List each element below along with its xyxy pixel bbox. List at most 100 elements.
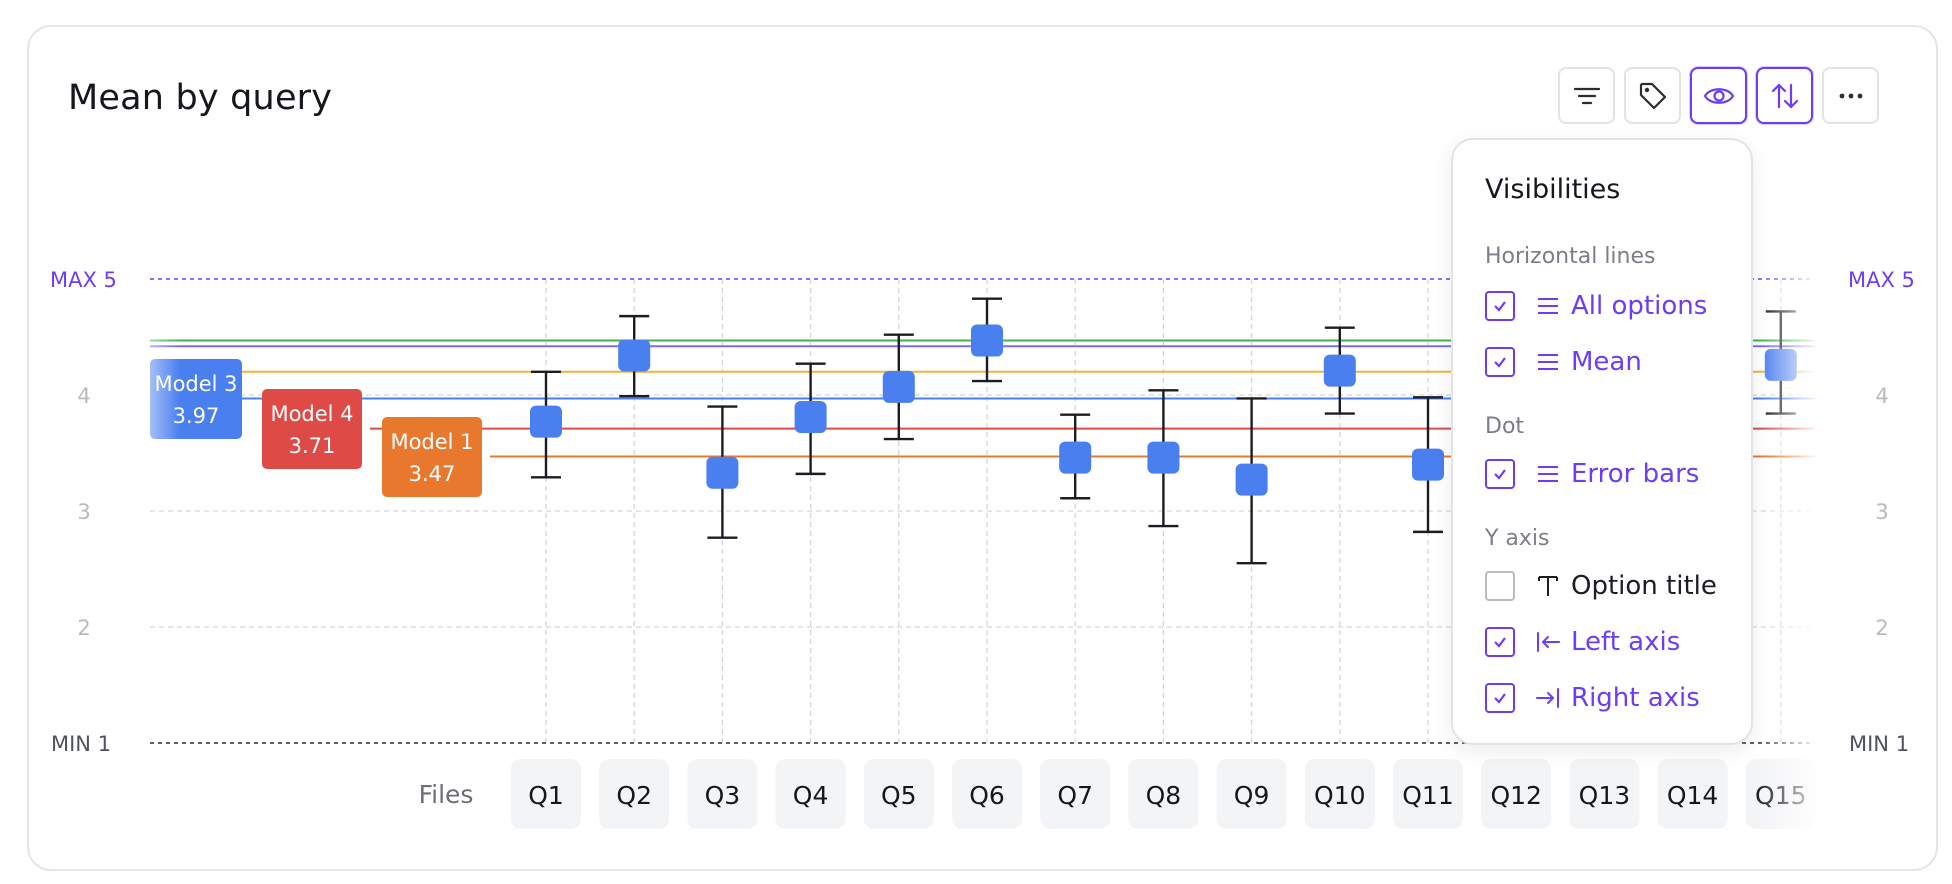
label-mean: Mean bbox=[1571, 347, 1642, 377]
category-label-Q4: Q4 bbox=[793, 781, 829, 810]
popup-title: Visibilities bbox=[1485, 174, 1621, 205]
checkbox-left-axis[interactable] bbox=[1485, 627, 1515, 657]
check-icon bbox=[1494, 637, 1506, 648]
category-pill-bg bbox=[1481, 759, 1552, 829]
category-pill-Q14: Q14 bbox=[1657, 759, 1728, 829]
label-value-model-1: 3.47 bbox=[409, 462, 456, 486]
checkbox-all-options[interactable] bbox=[1485, 291, 1515, 321]
right-axis-tick-2: 2 bbox=[1875, 616, 1888, 640]
category-label-Q9: Q9 bbox=[1234, 781, 1270, 810]
checkbox-right-axis[interactable] bbox=[1485, 683, 1515, 713]
pill-fade bbox=[1755, 755, 1825, 835]
filter-button[interactable] bbox=[1558, 67, 1615, 124]
eye-icon bbox=[1703, 87, 1734, 104]
x-axis-label: Files bbox=[419, 780, 474, 809]
visibility-button[interactable] bbox=[1690, 67, 1747, 124]
right-axis-min-label: MIN 1 bbox=[1849, 732, 1909, 756]
checkbox-mean[interactable] bbox=[1485, 347, 1515, 377]
category-pill-bg bbox=[775, 759, 846, 829]
check-icon bbox=[1494, 301, 1506, 312]
data-point-Q10 bbox=[1323, 354, 1356, 387]
category-pill-Q1: Q1 bbox=[511, 759, 581, 829]
category-pill-bg bbox=[1569, 759, 1640, 829]
category-pill-bg bbox=[511, 759, 581, 829]
lines-icon bbox=[1535, 349, 1561, 375]
category-label-Q12: Q12 bbox=[1490, 781, 1542, 810]
category-pill-Q6: Q6 bbox=[952, 759, 1022, 829]
lines-icon bbox=[1535, 293, 1561, 319]
check-icon bbox=[1494, 693, 1506, 704]
checkbox-error-bars[interactable] bbox=[1485, 459, 1515, 489]
text-icon bbox=[1535, 573, 1561, 599]
category-pill-bg bbox=[687, 759, 758, 829]
chart-toolbar bbox=[1558, 67, 1879, 124]
category-pill-bg bbox=[1657, 759, 1728, 829]
category-pill-bg bbox=[1304, 759, 1375, 829]
category-pill-Q3: Q3 bbox=[687, 759, 758, 829]
category-pill-bg bbox=[1393, 759, 1463, 829]
right-axis-tick-4: 4 bbox=[1875, 384, 1888, 408]
label-box-model-1 bbox=[382, 417, 482, 497]
category-label-Q13: Q13 bbox=[1579, 781, 1631, 810]
category-label-Q14: Q14 bbox=[1667, 781, 1719, 810]
category-pill-Q13: Q13 bbox=[1569, 759, 1640, 829]
left-axis-tick-2: 2 bbox=[77, 616, 90, 640]
category-label-Q8: Q8 bbox=[1146, 781, 1182, 810]
toggle-left-axis[interactable]: Left axis bbox=[1485, 624, 1680, 660]
right-axis-max-label: MAX 5 bbox=[1848, 268, 1915, 292]
label-value-model-3: 3.97 bbox=[173, 404, 220, 428]
category-pill-Q5: Q5 bbox=[863, 759, 934, 829]
data-point-Q8 bbox=[1147, 441, 1180, 474]
tag-button[interactable] bbox=[1624, 67, 1681, 124]
toggle-mean[interactable]: Mean bbox=[1485, 344, 1642, 380]
filter-icon bbox=[1573, 87, 1600, 104]
data-point-Q3 bbox=[706, 456, 739, 489]
category-pill-Q2: Q2 bbox=[599, 759, 670, 829]
toggle-right-axis[interactable]: Right axis bbox=[1485, 680, 1700, 716]
toggle-error-bars[interactable]: Error bars bbox=[1485, 456, 1699, 492]
category-pill-Q12: Q12 bbox=[1481, 759, 1552, 829]
left-fade bbox=[120, 330, 180, 460]
more-button[interactable] bbox=[1822, 67, 1879, 124]
data-point-Q9 bbox=[1235, 463, 1268, 496]
sort-arrows-icon bbox=[1771, 83, 1798, 108]
visibilities-popup: Visibilities Horizontal lines All option… bbox=[1451, 138, 1753, 745]
label-right-axis: Right axis bbox=[1571, 683, 1700, 713]
sort-button[interactable] bbox=[1756, 67, 1813, 124]
section-dot: Dot bbox=[1485, 414, 1525, 439]
section-horizontal-lines: Horizontal lines bbox=[1485, 244, 1656, 269]
section-y-axis: Y axis bbox=[1485, 526, 1550, 551]
check-icon bbox=[1494, 469, 1506, 480]
lines-icon bbox=[1535, 461, 1561, 487]
data-point-Q11 bbox=[1412, 448, 1444, 481]
category-label-Q3: Q3 bbox=[705, 781, 741, 810]
left-axis-min-label: MIN 1 bbox=[51, 732, 111, 756]
category-pill-bg bbox=[1040, 759, 1111, 829]
tag-icon bbox=[1639, 82, 1666, 109]
category-pill-bg bbox=[1128, 759, 1199, 829]
right-fade bbox=[1760, 270, 1820, 750]
data-point-Q7 bbox=[1059, 441, 1092, 474]
check-icon bbox=[1494, 357, 1506, 368]
checkbox-option-title[interactable] bbox=[1485, 571, 1515, 601]
toggle-option-title[interactable]: Option title bbox=[1485, 568, 1717, 604]
data-point-Q2 bbox=[618, 339, 651, 372]
category-pill-Q7: Q7 bbox=[1040, 759, 1111, 829]
category-pill-bg bbox=[863, 759, 934, 829]
category-label-Q7: Q7 bbox=[1057, 781, 1093, 810]
category-pill-bg bbox=[952, 759, 1022, 829]
category-pill-bg bbox=[599, 759, 670, 829]
category-label-Q10: Q10 bbox=[1314, 781, 1366, 810]
arrow-right-bar-icon bbox=[1535, 685, 1561, 711]
category-pill-Q11: Q11 bbox=[1393, 759, 1463, 829]
toggle-all-options[interactable]: All options bbox=[1485, 288, 1707, 324]
label-name-model-4: Model 4 bbox=[270, 402, 353, 426]
data-point-Q6 bbox=[971, 324, 1003, 357]
category-label-Q6: Q6 bbox=[969, 781, 1005, 810]
category-label-Q1: Q1 bbox=[528, 781, 564, 810]
category-pill-Q4: Q4 bbox=[775, 759, 846, 829]
label-box-model-4 bbox=[262, 389, 362, 469]
label-option-title: Option title bbox=[1571, 571, 1717, 601]
left-axis-max-label: MAX 5 bbox=[50, 268, 117, 292]
